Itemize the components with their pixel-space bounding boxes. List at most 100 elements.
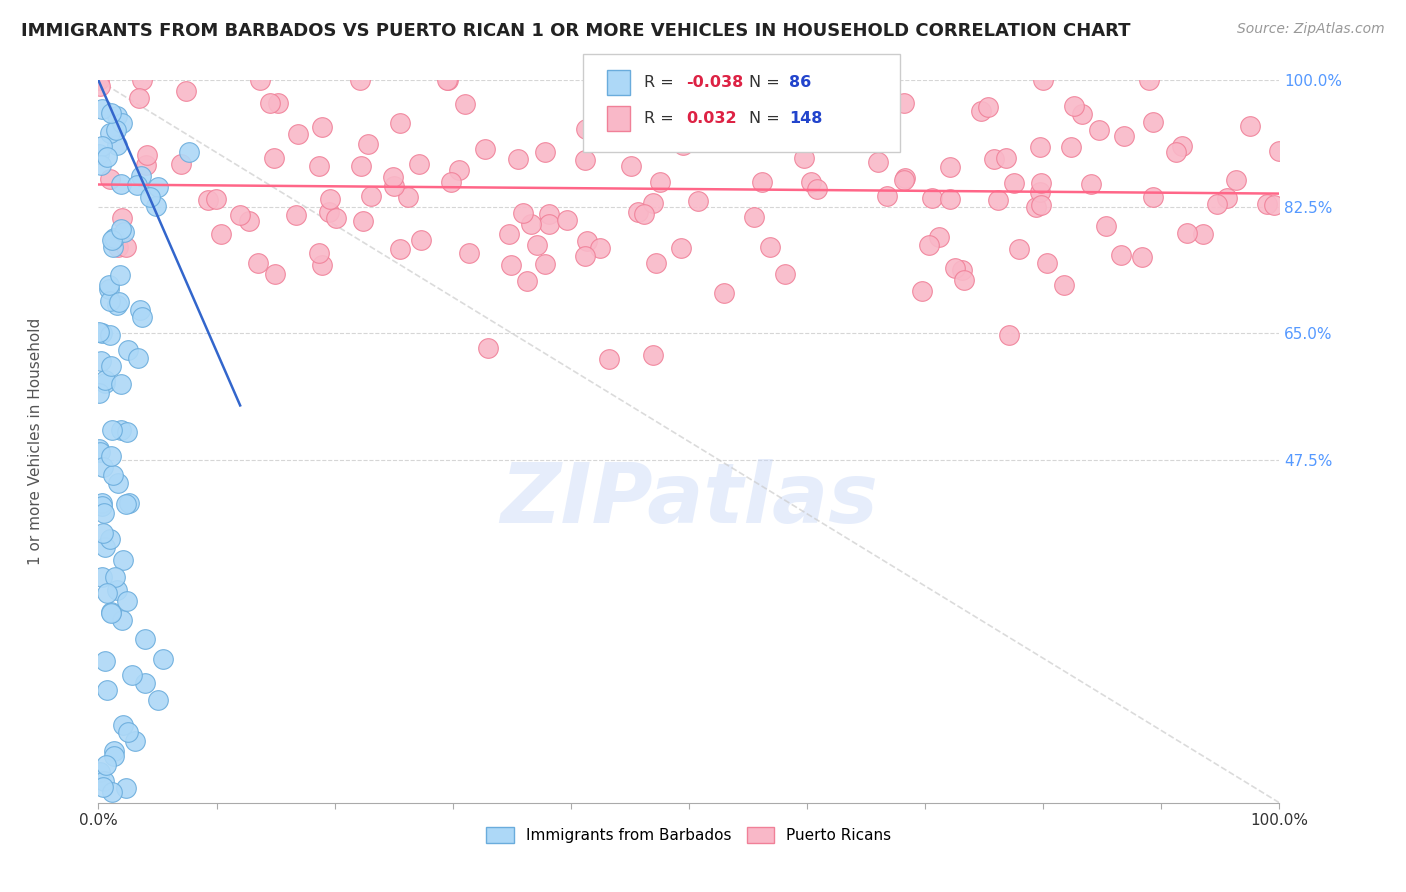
Point bbox=[633, 207, 655, 221]
Point bbox=[146, 180, 169, 194]
Point bbox=[110, 423, 132, 437]
Point bbox=[1053, 278, 1076, 293]
Point bbox=[825, 73, 848, 87]
Point bbox=[943, 261, 966, 276]
Point bbox=[1263, 198, 1285, 212]
Point bbox=[249, 73, 271, 87]
Point bbox=[98, 533, 121, 547]
Point bbox=[145, 199, 167, 213]
Point bbox=[1130, 251, 1153, 265]
Point bbox=[107, 476, 129, 491]
Point bbox=[575, 121, 598, 136]
Point bbox=[994, 151, 1017, 165]
Point bbox=[101, 785, 124, 799]
Point bbox=[135, 158, 157, 172]
Point bbox=[574, 153, 596, 167]
Point bbox=[238, 213, 260, 227]
Point bbox=[94, 541, 117, 555]
Point bbox=[103, 467, 125, 482]
Point bbox=[100, 449, 122, 463]
Point bbox=[128, 91, 150, 105]
Point bbox=[111, 211, 134, 225]
Point bbox=[115, 425, 138, 439]
Point bbox=[96, 151, 118, 165]
Point bbox=[229, 208, 252, 222]
Point bbox=[436, 73, 458, 87]
Text: 86: 86 bbox=[789, 76, 811, 90]
Point bbox=[103, 240, 125, 254]
Point bbox=[318, 205, 340, 219]
Point bbox=[360, 189, 382, 203]
Point bbox=[516, 274, 538, 288]
Point bbox=[105, 110, 128, 124]
Point bbox=[93, 774, 115, 789]
Point bbox=[91, 499, 114, 513]
Point bbox=[876, 188, 898, 202]
Point bbox=[263, 151, 285, 165]
Point bbox=[582, 102, 605, 116]
Point bbox=[134, 676, 156, 690]
Point bbox=[1087, 123, 1109, 137]
Point bbox=[575, 235, 598, 249]
Point bbox=[139, 190, 162, 204]
Point bbox=[437, 73, 460, 87]
Point bbox=[110, 268, 132, 283]
Point bbox=[824, 125, 846, 139]
Point bbox=[90, 354, 112, 368]
Point bbox=[87, 147, 110, 161]
Point bbox=[205, 193, 228, 207]
Text: 148: 148 bbox=[789, 112, 823, 126]
Point bbox=[793, 151, 815, 165]
Point bbox=[177, 145, 200, 160]
Point bbox=[169, 156, 191, 170]
Point bbox=[641, 348, 664, 362]
Point bbox=[100, 106, 122, 120]
Point bbox=[574, 249, 596, 263]
Point bbox=[918, 238, 941, 252]
Point bbox=[267, 96, 290, 111]
Point bbox=[90, 139, 112, 153]
Point bbox=[520, 217, 543, 231]
Point bbox=[93, 506, 115, 520]
Point bbox=[970, 103, 993, 118]
Point bbox=[641, 196, 664, 211]
Point bbox=[128, 302, 150, 317]
Point bbox=[287, 127, 309, 141]
Point bbox=[987, 193, 1010, 207]
Point bbox=[1029, 139, 1052, 153]
Text: -0.038: -0.038 bbox=[686, 76, 744, 90]
Text: N =: N = bbox=[749, 76, 786, 90]
Point bbox=[110, 377, 132, 392]
Point bbox=[627, 204, 650, 219]
Point bbox=[1029, 198, 1052, 212]
Point bbox=[115, 594, 138, 608]
Point bbox=[498, 227, 520, 242]
Point bbox=[752, 94, 775, 108]
Point bbox=[868, 94, 890, 108]
Point bbox=[121, 667, 143, 681]
Point bbox=[1137, 73, 1160, 87]
Point bbox=[1171, 139, 1194, 153]
Point bbox=[408, 157, 430, 171]
Text: R =: R = bbox=[644, 112, 683, 126]
Point bbox=[1205, 197, 1227, 211]
Point bbox=[1036, 256, 1059, 270]
Point bbox=[648, 175, 671, 189]
Point bbox=[89, 444, 111, 458]
Point bbox=[93, 525, 115, 540]
Point bbox=[600, 110, 623, 124]
Point bbox=[117, 496, 139, 510]
Point bbox=[98, 294, 121, 309]
Point bbox=[174, 84, 197, 98]
Point bbox=[751, 175, 773, 189]
Point bbox=[108, 295, 131, 310]
Text: R =: R = bbox=[644, 76, 679, 90]
Point bbox=[873, 113, 896, 128]
Point bbox=[98, 277, 121, 292]
Point bbox=[98, 328, 121, 343]
Point bbox=[110, 221, 132, 235]
Point bbox=[111, 553, 134, 567]
Point bbox=[124, 733, 146, 747]
Point bbox=[246, 256, 269, 270]
Point bbox=[1095, 219, 1118, 233]
